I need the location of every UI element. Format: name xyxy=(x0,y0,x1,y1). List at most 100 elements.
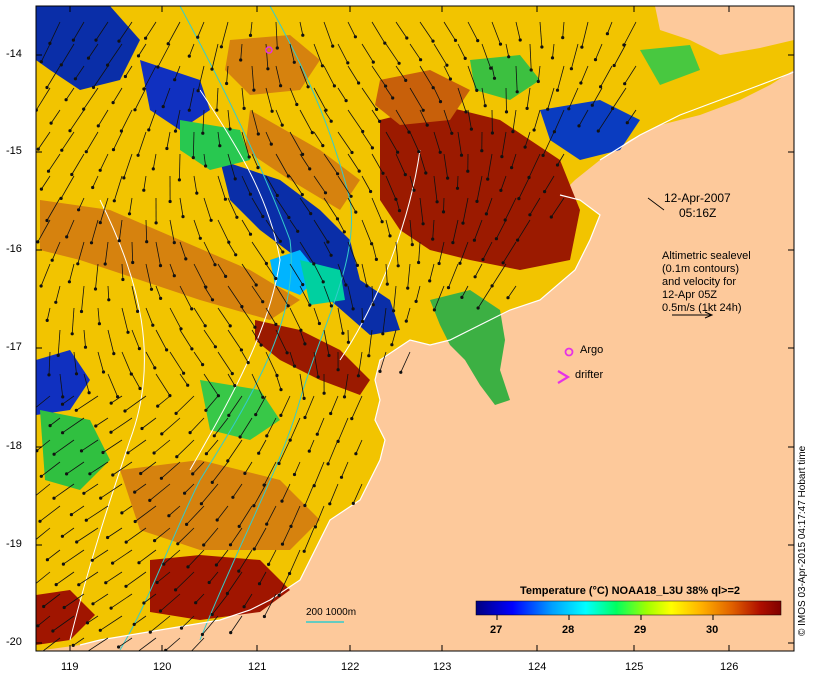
velocity-arrow xyxy=(125,571,147,587)
velocity-arrowhead xyxy=(233,384,237,388)
drifter-legend-icon xyxy=(557,370,571,384)
velocity-arrowhead xyxy=(301,152,305,156)
x-tick-label: 126 xyxy=(720,661,739,673)
velocity-arrow xyxy=(169,351,184,374)
velocity-arrowhead xyxy=(354,452,358,456)
velocity-arrow xyxy=(347,65,359,84)
velocity-arrowhead xyxy=(215,108,219,112)
velocity-arrow xyxy=(487,153,493,180)
velocity-arrowhead xyxy=(392,309,396,313)
info-line: and velocity for xyxy=(662,276,736,288)
velocity-arrowhead xyxy=(237,569,241,573)
velocity-arrow xyxy=(137,131,147,156)
velocity-arrowhead xyxy=(52,452,56,456)
velocity-arrowhead xyxy=(476,306,480,310)
velocity-arrowhead xyxy=(38,652,41,655)
velocity-arrow xyxy=(140,461,157,474)
velocity-arrowhead xyxy=(65,235,69,239)
velocity-arrow xyxy=(193,263,207,288)
velocity-arrowhead xyxy=(111,101,115,105)
x-tick-label: 125 xyxy=(625,661,644,673)
velocity-arrow xyxy=(433,131,441,153)
velocity-arrowhead xyxy=(550,56,555,60)
warm-water-red xyxy=(150,555,290,620)
velocity-arrow xyxy=(580,65,589,84)
argo-legend-icon xyxy=(564,347,574,357)
velocity-arrowhead xyxy=(117,645,121,649)
velocity-arrowhead xyxy=(151,167,155,171)
velocity-arrow xyxy=(371,241,377,260)
velocity-arrowhead xyxy=(315,432,319,436)
x-tick-label: 122 xyxy=(341,661,360,673)
velocity-arrowhead xyxy=(107,298,111,302)
peninsula-water xyxy=(430,290,510,405)
velocity-arrow xyxy=(211,461,229,483)
velocity-arrow xyxy=(505,43,510,57)
velocity-arrowhead xyxy=(541,153,545,157)
velocity-arrow xyxy=(385,87,394,99)
velocity-arrow xyxy=(505,87,507,112)
velocity-arrow xyxy=(167,21,181,44)
velocity-arrow xyxy=(217,175,226,200)
velocity-arrow xyxy=(157,395,171,407)
velocity-arrowhead xyxy=(404,78,408,82)
velocity-arrowhead xyxy=(47,373,51,377)
velocity-arrowhead xyxy=(126,330,130,334)
velocity-arrowhead xyxy=(257,451,261,455)
velocity-arrow xyxy=(395,241,399,266)
velocity-arrowhead xyxy=(266,67,270,71)
velocity-arrow xyxy=(263,461,277,486)
velocity-arrowhead xyxy=(339,475,344,479)
velocity-arrowhead xyxy=(329,411,333,416)
velocity-arrowhead xyxy=(453,38,458,43)
velocity-arrowhead xyxy=(498,42,503,46)
y-tick-label: -17 xyxy=(6,341,22,353)
velocity-arrowhead xyxy=(490,131,494,135)
velocity-arrowhead xyxy=(83,345,88,349)
velocity-arrow xyxy=(241,351,249,363)
velocity-arrow xyxy=(299,21,304,36)
velocity-arrow xyxy=(547,87,555,110)
velocity-arrowhead xyxy=(277,461,281,466)
velocity-arrow xyxy=(443,153,448,179)
warm-water-red xyxy=(36,590,95,645)
velocity-arrow xyxy=(409,131,420,152)
velocity-arrowhead xyxy=(123,409,127,413)
velocity-arrow xyxy=(452,219,459,243)
velocity-arrow xyxy=(69,109,85,131)
velocity-arrowhead xyxy=(354,210,358,214)
velocity-arrow xyxy=(179,153,181,180)
velocity-arrowhead xyxy=(316,375,320,379)
velocity-arrow xyxy=(371,21,386,44)
argo-legend-label: Argo xyxy=(580,344,604,356)
velocity-arrow xyxy=(133,615,147,625)
coastline xyxy=(79,194,601,646)
velocity-arrow xyxy=(72,637,85,646)
velocity-arrow xyxy=(36,439,51,452)
velocity-arrow xyxy=(241,307,256,328)
velocity-arrow xyxy=(95,263,99,290)
velocity-arrowhead xyxy=(421,108,425,112)
velocity-arrowhead xyxy=(52,496,56,500)
velocity-arrowhead xyxy=(148,630,152,634)
velocity-arrowhead xyxy=(131,260,135,265)
velocity-arrowhead xyxy=(510,166,514,170)
velocity-arrow xyxy=(217,307,231,327)
velocity-arrowhead xyxy=(164,648,168,651)
velocity-arrow xyxy=(184,483,195,494)
velocity-arrowhead xyxy=(174,588,178,592)
velocity-arrow xyxy=(110,417,133,433)
velocity-arrow xyxy=(255,395,267,415)
velocity-arrowhead xyxy=(425,123,429,127)
velocity-arrow xyxy=(110,593,133,609)
velocity-arrowhead xyxy=(138,386,142,391)
velocity-arrow xyxy=(443,21,456,41)
velocity-arrowhead xyxy=(248,33,253,38)
velocity-arrowhead xyxy=(397,61,401,65)
velocity-arrowhead xyxy=(62,605,66,610)
velocity-arrowhead xyxy=(117,39,121,43)
velocity-arrowhead xyxy=(224,274,228,278)
velocity-arrowhead xyxy=(383,41,387,45)
velocity-arrowhead xyxy=(397,209,402,213)
velocity-arrow xyxy=(155,241,161,266)
